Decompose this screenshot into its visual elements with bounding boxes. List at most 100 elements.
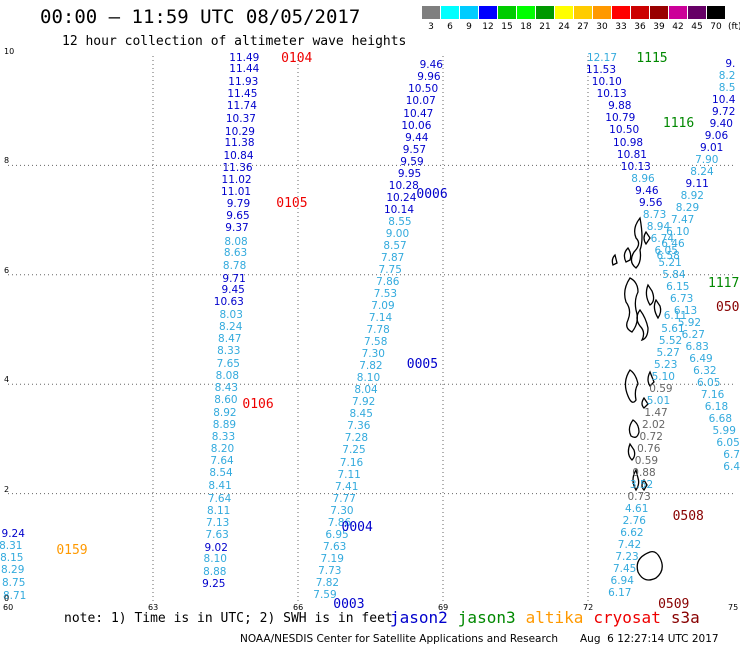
wave-height-value: 9.96 — [417, 70, 441, 83]
wave-height-value: 6.05 — [654, 244, 678, 257]
wave-height-value: 6.18 — [704, 401, 729, 414]
wave-height-value: 7.63 — [205, 529, 229, 542]
wave-height-value: 8.24 — [690, 166, 714, 179]
scale-label: 21 — [539, 22, 551, 32]
pass-time-label: 0509 — [658, 597, 690, 613]
wave-height-value: 5.21 — [658, 256, 682, 269]
wave-height-value: 11.53 — [585, 64, 617, 77]
wave-height-value: 11.74 — [226, 100, 257, 113]
wave-height-value: 10.28 — [388, 179, 419, 192]
wave-height-value: 7.59 — [313, 588, 337, 601]
pass-time-label: 1116 — [662, 116, 695, 132]
scale-swatch — [536, 6, 554, 19]
wave-height-value: 7.09 — [371, 300, 395, 313]
scale-swatch — [631, 6, 649, 19]
wave-height-value: 6.74 — [650, 232, 675, 245]
wave-height-value: 8.88 — [203, 565, 227, 578]
wave-height-value: 7.16 — [339, 456, 364, 469]
maldives-islands — [611, 216, 663, 581]
island-outline — [628, 419, 640, 438]
island-outline — [645, 283, 655, 306]
wave-height-value: 1.47 — [644, 406, 668, 419]
y-tick-label: 0 — [4, 594, 10, 603]
scale-swatch — [517, 6, 535, 19]
wave-height-value: 5.61 — [661, 322, 685, 335]
wave-height-value: 2.02 — [641, 418, 666, 431]
wave-height-value: 8.92 — [680, 190, 704, 203]
wave-height-value: 10.47 — [403, 107, 434, 120]
wave-height-value: 6.10 — [666, 226, 690, 239]
wave-height-value: 9.24 — [1, 527, 25, 540]
wave-height-value: 0.76 — [637, 442, 661, 455]
wave-height-value: 9.45 — [221, 284, 245, 297]
wave-height-value: 8.08 — [215, 370, 240, 383]
wave-height-value: 10.14 — [383, 203, 414, 216]
wave-height-value: 8.24 — [219, 320, 243, 333]
wave-height-value: 8.54 — [209, 467, 233, 480]
wave-height-value: 8.78 — [222, 260, 247, 273]
wave-height-value: 7.42 — [617, 539, 642, 552]
y-tick-label: 4 — [4, 375, 10, 385]
page-subtitle: 12 hour collection of altimeter wave hei… — [62, 34, 407, 49]
wave-height-value: 9.95 — [397, 167, 422, 180]
wave-height-value: 6.4 — [723, 461, 740, 474]
wave-height-value: 7.53 — [373, 288, 398, 301]
wave-height-value: 5.10 — [651, 370, 675, 383]
x-tick-label: 75 — [728, 603, 739, 612]
wave-height-value: 6.11 — [663, 310, 688, 323]
scale-label: 33 — [615, 22, 627, 32]
scale-swatch — [574, 6, 592, 19]
island-outline — [643, 230, 651, 246]
wave-height-value: 10.98 — [613, 136, 644, 149]
wave-height-value: 8.71 — [2, 589, 27, 602]
satellite-legend-item: s3a — [670, 608, 700, 627]
scale-swatch — [669, 6, 687, 19]
scale-label: 9 — [466, 22, 472, 32]
scale-swatch — [441, 6, 459, 19]
wave-height-value: 8.75 — [2, 577, 26, 590]
credit-line: NOAA/NESDIS Center for Satellite Applica… — [240, 633, 558, 645]
wave-height-value: 8.92 — [213, 406, 237, 419]
page-title: 00:00 – 11:59 UTC 08/05/2017 — [40, 6, 361, 28]
wave-height-value: 10.4 — [712, 93, 736, 106]
scale-label: 30 — [596, 22, 608, 32]
wave-height-value: 7.90 — [695, 154, 719, 167]
pass-time-label: 0003 — [333, 596, 365, 612]
x-tick-label: 63 — [148, 603, 159, 612]
generated-timestamp: Aug 6 12:27:14 UTC 2017 — [580, 633, 719, 645]
wave-height-value: 9.44 — [405, 131, 429, 144]
wave-height-value: 7.47 — [670, 214, 695, 227]
wave-height-value: 8.73 — [642, 208, 667, 221]
wave-height-value: 8.55 — [388, 215, 412, 228]
wave-height-value: 10.79 — [605, 112, 636, 125]
island-outline — [641, 478, 648, 492]
scale-label: 27 — [577, 22, 589, 32]
wave-height-value: 7.14 — [368, 312, 393, 325]
wave-height-value: 8.94 — [646, 220, 671, 233]
wave-height-value: 0.72 — [639, 430, 663, 443]
wave-height-value: 9.65 — [226, 210, 250, 223]
wave-height-value: 7.77 — [332, 492, 356, 505]
satellite-legend-item: altika — [525, 608, 584, 627]
wave-height-value: 8.08 — [224, 235, 248, 248]
pass-time-label: 0105 — [276, 195, 308, 211]
scale-label: 3 — [428, 22, 434, 32]
wave-height-value: 7.45 — [612, 563, 637, 576]
wave-height-value: 5.27 — [656, 346, 680, 359]
wave-height-value: 6.27 — [681, 329, 705, 342]
pass-time-label: 0004 — [341, 519, 373, 535]
wave-height-value: 8.45 — [349, 408, 373, 421]
wave-height-value: 10.10 — [591, 76, 622, 89]
wave-height-value: 7.30 — [361, 348, 385, 361]
wave-height-value: 10.50 — [609, 124, 640, 137]
pass-time-label: 0006 — [416, 187, 448, 203]
island-outline — [627, 442, 636, 461]
wave-height-value: 9.79 — [226, 197, 251, 210]
wave-height-value: 6.15 — [666, 280, 690, 293]
wave-height-value: 11.45 — [227, 88, 258, 101]
wave-height-value: 9.00 — [385, 227, 410, 240]
wave-height-value: 8.33 — [211, 430, 236, 443]
wave-height-value: 11.01 — [221, 186, 252, 199]
wave-height-value: 10.13 — [596, 88, 627, 101]
